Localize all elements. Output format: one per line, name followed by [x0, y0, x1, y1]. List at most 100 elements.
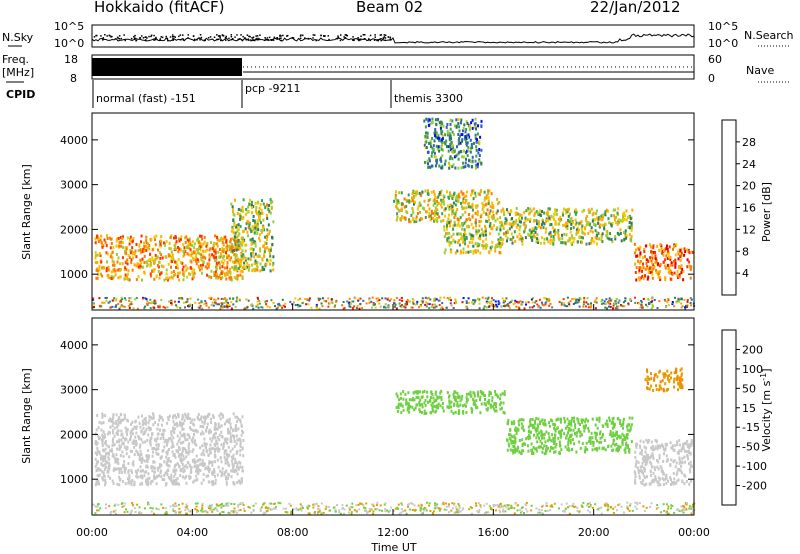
velocity-cell: [557, 430, 560, 434]
velocity-cell: [596, 426, 599, 430]
power-cell: [673, 271, 676, 275]
power-cell: [470, 205, 473, 209]
power-cell: [447, 161, 450, 165]
velocity-cell: [224, 461, 227, 465]
power-cell: [191, 240, 194, 244]
power-cell: [237, 261, 240, 265]
ground-scatter-cell: [422, 300, 424, 303]
velocity-cell: [541, 446, 544, 450]
velocity-cell: [165, 451, 168, 454]
velocity-cell: [440, 398, 443, 401]
power-cell: [454, 166, 457, 170]
power-cell: [449, 191, 451, 195]
power-cell: [460, 205, 463, 209]
velocity-cell: [115, 467, 118, 471]
velocity-cell: [518, 439, 521, 442]
velocity-cell: [433, 404, 436, 408]
velocity-cell: [117, 423, 120, 427]
velocity-cell: [534, 427, 537, 431]
ground-scatter-cell: [449, 302, 452, 305]
ground-scatter-cell: [624, 297, 627, 300]
velocity-cell: [493, 409, 496, 413]
velocity-cell: [177, 439, 180, 443]
velocity-cell: [596, 448, 599, 452]
power-cell: [511, 241, 514, 245]
power-cell: [258, 216, 261, 220]
power-cell: [142, 248, 145, 252]
power-cell: [434, 164, 437, 168]
power-cell: [456, 208, 459, 211]
power-cell: [130, 261, 133, 264]
velocity-cell: [146, 477, 149, 481]
noise-search-dot: [383, 34, 386, 36]
power-cell: [641, 256, 644, 260]
power-cell: [451, 197, 454, 201]
power-cell: [194, 251, 197, 255]
power-cell: [137, 275, 140, 279]
power-cell: [215, 276, 218, 280]
velocity-cell: [195, 474, 198, 478]
velocity-cell: [532, 446, 535, 449]
ground-scatter-cell: [578, 301, 580, 303]
power-cell: [581, 240, 583, 244]
power-cell: [487, 191, 490, 195]
velocity-cell: [524, 442, 526, 446]
power-cell: [150, 237, 153, 241]
power-cell: [650, 266, 653, 270]
ground-scatter-cell: [207, 306, 210, 309]
power-cell: [231, 205, 234, 209]
ground-scatter-cell: [376, 300, 379, 303]
power-cell: [188, 246, 191, 250]
power-cell: [181, 268, 184, 272]
power-cell: [615, 221, 618, 225]
velocity-cell: [160, 464, 163, 467]
velocity-cell: [117, 462, 120, 465]
power-cell: [248, 263, 251, 267]
power-cell: [442, 200, 445, 204]
power-cell: [478, 142, 481, 146]
velocity-cell: [191, 440, 194, 444]
power-cell: [633, 251, 636, 255]
power-cell: [231, 265, 234, 269]
power-cell: [398, 191, 401, 195]
ground-scatter-cell: [667, 304, 670, 306]
ground-scatter-cell: [186, 298, 189, 301]
velocity-cell: [503, 411, 506, 415]
power-cell: [439, 126, 442, 130]
power-cell: [446, 129, 449, 133]
velocity-cell: [574, 425, 577, 429]
power-cell: [430, 209, 433, 213]
power-cell: [428, 141, 431, 145]
power-cell: [638, 270, 641, 274]
ground-scatter-cell: [257, 297, 260, 300]
velocity-cell: [492, 405, 495, 409]
velocity-cell: [472, 391, 475, 395]
noise-search-dot: [279, 34, 281, 37]
power-cell: [111, 277, 114, 281]
velocity-cell: [127, 462, 130, 465]
power-cell: [115, 253, 118, 256]
ground-scatter-cell: [587, 303, 590, 306]
power-cell: [439, 123, 442, 127]
velocity-cell: [608, 419, 611, 423]
velocity-cell: [234, 425, 237, 429]
power-cell: [239, 269, 242, 273]
power-cell: [429, 139, 432, 143]
velocity-cell: [398, 398, 400, 402]
power-cell: [249, 238, 252, 242]
power-cell: [473, 125, 476, 129]
ground-scatter-cell: [437, 299, 440, 302]
power-cell: [491, 217, 494, 221]
power-cell: [107, 276, 110, 279]
velocity-cell: [122, 418, 125, 422]
power-cell: [581, 231, 584, 234]
velocity-cell: [112, 468, 115, 472]
ground-scatter-cell: [435, 305, 438, 308]
power-cell: [447, 195, 450, 199]
power-cell: [235, 276, 238, 280]
power-cell: [168, 276, 171, 280]
velocity-cell: [183, 418, 186, 422]
velocity-cell: [423, 389, 426, 393]
velocity-cell: [509, 448, 512, 452]
velocity-cell: [197, 468, 200, 472]
